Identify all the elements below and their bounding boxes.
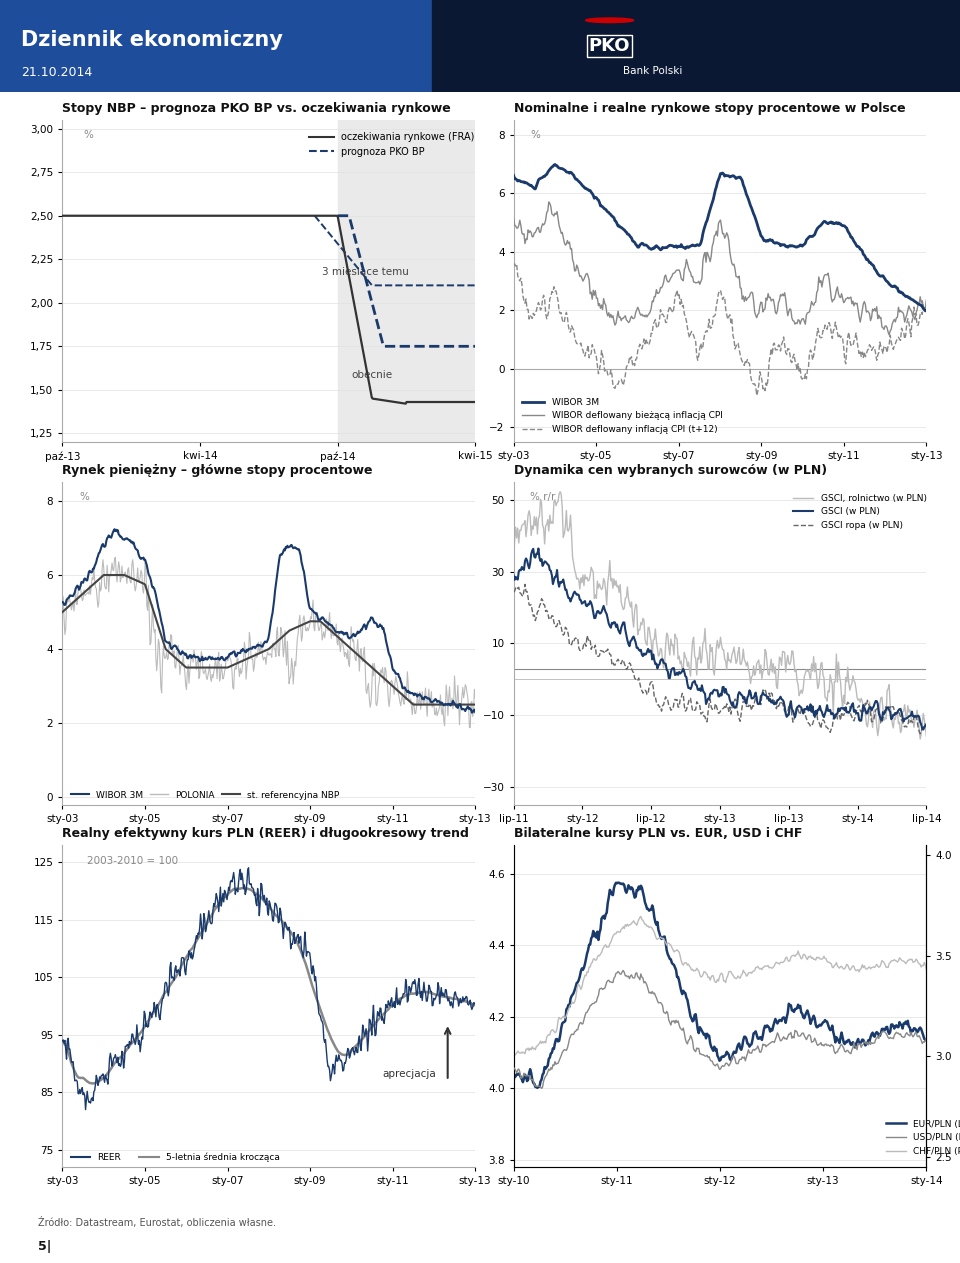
Circle shape <box>586 18 634 23</box>
Text: Dziennik ekonomiczny: Dziennik ekonomiczny <box>21 29 283 49</box>
Legend: oczekiwania rynkowe (FRA), prognoza PKO BP: oczekiwania rynkowe (FRA), prognoza PKO … <box>305 128 479 160</box>
Text: Źródło: Datastream, Eurostat, obliczenia własne.: Źródło: Datastream, Eurostat, obliczenia… <box>38 1216 276 1228</box>
Text: 5|: 5| <box>38 1240 52 1253</box>
Text: 3 miesiące temu: 3 miesiące temu <box>323 266 409 277</box>
Legend: WIBOR 3M, POLONIA, st. referencyjna NBP: WIBOR 3M, POLONIA, st. referencyjna NBP <box>67 787 344 803</box>
Text: Dynamika cen wybranych surowców (w PLN): Dynamika cen wybranych surowców (w PLN) <box>514 465 827 477</box>
Legend: EUR/PLN (L), USD/PLN (P), CHF/PLN (P): EUR/PLN (L), USD/PLN (P), CHF/PLN (P) <box>882 1116 960 1159</box>
Text: 21.10.2014: 21.10.2014 <box>21 67 92 80</box>
Text: 2003-2010 = 100: 2003-2010 = 100 <box>87 856 179 866</box>
Text: Stopy NBP – prognoza PKO BP vs. oczekiwania rynkowe: Stopy NBP – prognoza PKO BP vs. oczekiwa… <box>62 102 451 115</box>
Legend: GSCI, rolnictwo (w PLN), GSCI (w PLN), GSCI ropa (w PLN): GSCI, rolnictwo (w PLN), GSCI (w PLN), G… <box>790 490 930 533</box>
Text: PKO: PKO <box>588 37 631 56</box>
Text: %: % <box>79 493 88 503</box>
Text: Realny efektywny kurs PLN (REER) i długookresowy trend: Realny efektywny kurs PLN (REER) i długo… <box>62 827 469 840</box>
Text: obecnie: obecnie <box>351 370 393 380</box>
Text: Bank Polski: Bank Polski <box>623 66 683 76</box>
Text: % r/r: % r/r <box>530 493 556 503</box>
Text: %: % <box>84 130 93 140</box>
Bar <box>432 0 960 92</box>
Legend: REER, 5-letnia średnia krocząca: REER, 5-letnia średnia krocząca <box>67 1149 284 1166</box>
Bar <box>0 0 432 92</box>
Text: aprecjacja: aprecjacja <box>382 1068 436 1079</box>
Text: Rynek pieniężny – główne stopy procentowe: Rynek pieniężny – główne stopy procentow… <box>62 465 372 477</box>
Bar <box>338 120 475 442</box>
Text: %: % <box>530 130 540 140</box>
Text: Nominalne i realne rynkowe stopy procentowe w Polsce: Nominalne i realne rynkowe stopy procent… <box>514 102 905 115</box>
Text: Bilateralne kursy PLN vs. EUR, USD i CHF: Bilateralne kursy PLN vs. EUR, USD i CHF <box>514 827 802 840</box>
Legend: WIBOR 3M, WIBOR deflowany bieżącą inflacją CPI, WIBOR deflowany inflacją CPI (t+: WIBOR 3M, WIBOR deflowany bieżącą inflac… <box>518 394 726 437</box>
